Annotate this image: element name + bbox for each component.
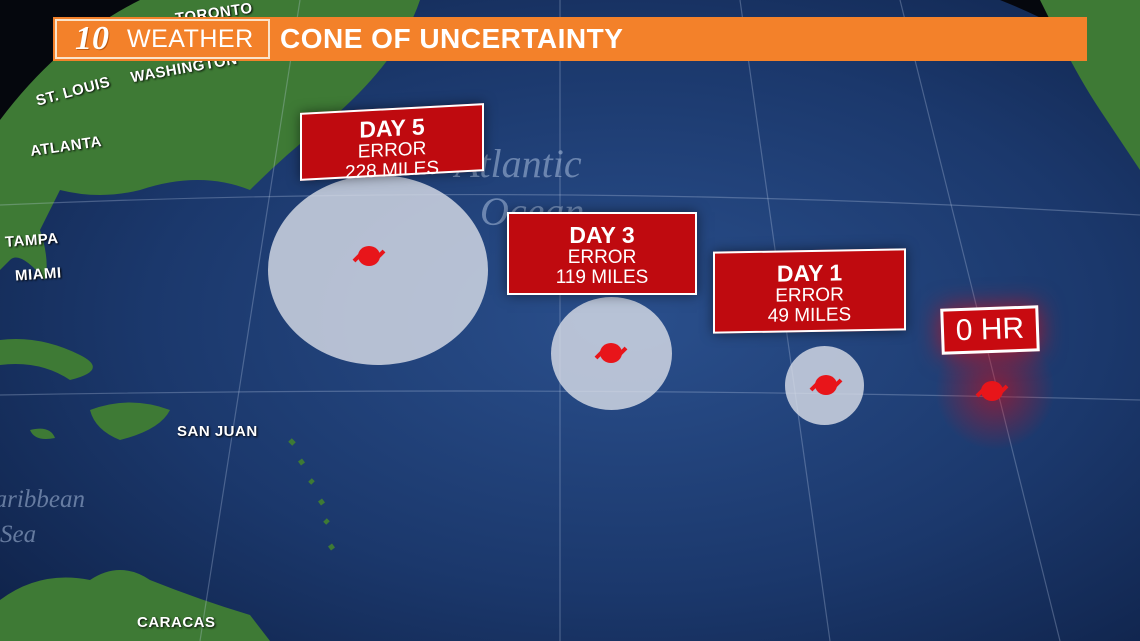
day5-error-box: DAY 5 ERROR 228 MILES xyxy=(300,103,484,183)
day-label: DAY 3 xyxy=(569,222,635,248)
south-america-land xyxy=(0,570,270,641)
lesser-antilles xyxy=(288,438,335,551)
sea-label: Sea xyxy=(0,521,37,548)
hurricane-icon xyxy=(975,381,1009,401)
logo-number: 10 xyxy=(75,20,109,57)
day3-error-box: DAY 3 ERROR 119 MILES xyxy=(507,212,697,295)
hurricane-icon xyxy=(352,246,386,266)
city-label: SAN JUAN xyxy=(177,423,258,440)
greater-antilles-land xyxy=(0,339,170,440)
title-banner: 10 WEATHER CONE OF UNCERTAINTY xyxy=(53,17,1087,61)
city-label: CARACAS xyxy=(137,614,216,631)
error-value: 49 MILES xyxy=(767,304,852,327)
day5-cone xyxy=(268,175,488,365)
logo-word: WEATHER xyxy=(127,24,254,53)
day-label: DAY 1 xyxy=(776,259,843,287)
hurricane-icon xyxy=(809,375,843,395)
day1-error-box: DAY 1 ERROR 49 MILES xyxy=(713,248,906,334)
sea-label: Caribbean xyxy=(0,486,85,513)
north-america-land xyxy=(0,0,420,280)
city-label: MIAMI xyxy=(14,264,63,285)
error-label: ERROR xyxy=(567,247,637,268)
hurricane-icon xyxy=(594,343,628,363)
error-value: 119 MILES xyxy=(555,267,649,288)
page-title: CONE OF UNCERTAINTY xyxy=(280,23,624,54)
zero-hr-box: 0 HR xyxy=(940,305,1040,355)
station-logo: 10 WEATHER xyxy=(55,19,270,59)
